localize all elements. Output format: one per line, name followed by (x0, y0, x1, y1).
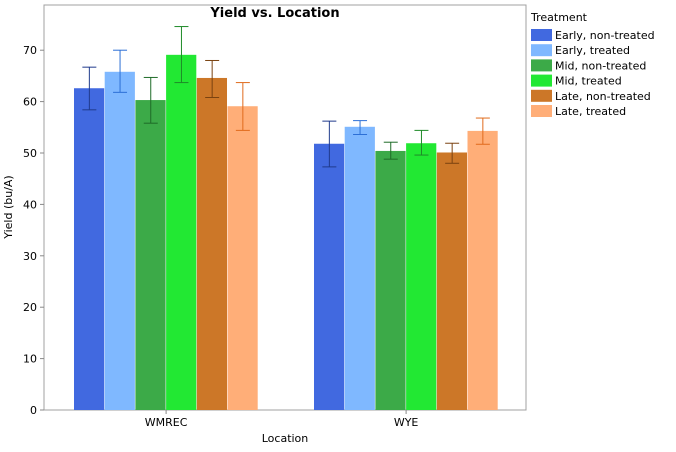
legend-label: Mid, treated (555, 75, 622, 88)
bar-wye-3 (406, 143, 437, 410)
bar-wye-5 (467, 130, 498, 410)
legend-label: Mid, non-treated (555, 59, 646, 72)
bar-wmrec-4 (196, 77, 227, 411)
legend-swatch (531, 44, 552, 57)
x-tick-label: WMREC (145, 416, 188, 429)
bar-wmrec-1 (104, 71, 135, 411)
bar-wye-0 (314, 143, 345, 411)
legend-label: Early, non-treated (555, 29, 655, 42)
legend-swatch (531, 74, 552, 87)
bar-wmrec-3 (166, 54, 197, 411)
legend-title: Treatment (530, 11, 588, 24)
legend-label: Late, non-treated (555, 90, 651, 103)
y-tick-label: 0 (30, 404, 37, 417)
bar-wmrec-5 (227, 106, 258, 410)
chart-title: Yield vs. Location (209, 6, 339, 21)
y-tick-label: 70 (23, 44, 37, 57)
y-tick-label: 30 (23, 250, 37, 263)
legend-swatch (531, 89, 552, 102)
plot-area (43, 4, 527, 411)
x-axis-label: Location (262, 432, 309, 445)
legend-swatch (531, 105, 552, 117)
y-tick-label: 50 (23, 147, 37, 160)
y-axis-label: Yield (bu/A) (2, 175, 15, 239)
bar-wmrec-2 (135, 100, 166, 411)
x-tick-label: WYE (394, 416, 419, 429)
bar-wye-1 (344, 126, 375, 410)
bar-wye-4 (436, 152, 467, 410)
y-tick-label: 20 (23, 301, 37, 314)
bar-wye-2 (375, 150, 406, 410)
y-tick-label: 10 (23, 353, 37, 366)
y-tick-label: 60 (23, 96, 37, 109)
legend-swatch (531, 59, 552, 72)
legend-label: Early, treated (555, 44, 630, 57)
bar-wmrec-0 (74, 88, 105, 411)
legend-label: Late, treated (555, 105, 626, 118)
legend-swatch (531, 29, 552, 41)
y-tick-label: 40 (23, 198, 37, 211)
